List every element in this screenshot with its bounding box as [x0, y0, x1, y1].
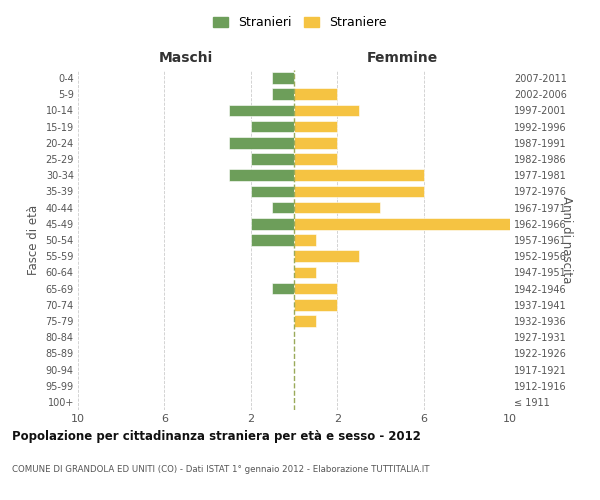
Bar	[294, 315, 316, 327]
Bar	[272, 202, 294, 213]
Bar	[251, 218, 294, 230]
Bar	[229, 170, 294, 181]
Bar	[294, 234, 316, 246]
Bar	[294, 299, 337, 310]
Bar	[294, 137, 337, 148]
Text: Femmine: Femmine	[367, 51, 437, 65]
Text: Popolazione per cittadinanza straniera per età e sesso - 2012: Popolazione per cittadinanza straniera p…	[12, 430, 421, 443]
Bar	[229, 137, 294, 148]
Text: COMUNE DI GRANDOLA ED UNITI (CO) - Dati ISTAT 1° gennaio 2012 - Elaborazione TUT: COMUNE DI GRANDOLA ED UNITI (CO) - Dati …	[12, 465, 430, 474]
Bar	[294, 153, 337, 165]
Text: Maschi: Maschi	[159, 51, 213, 65]
Bar	[294, 104, 359, 117]
Bar	[294, 250, 359, 262]
Bar	[272, 72, 294, 84]
Y-axis label: Anni di nascita: Anni di nascita	[560, 196, 572, 284]
Bar	[294, 218, 510, 230]
Bar	[272, 282, 294, 294]
Bar	[272, 88, 294, 100]
Bar	[294, 186, 424, 198]
Legend: Stranieri, Straniere: Stranieri, Straniere	[208, 11, 392, 34]
Bar	[294, 170, 424, 181]
Bar	[294, 121, 337, 132]
Bar	[294, 88, 337, 100]
Bar	[251, 186, 294, 198]
Bar	[251, 153, 294, 165]
Bar	[251, 234, 294, 246]
Bar	[251, 121, 294, 132]
Bar	[294, 266, 316, 278]
Bar	[294, 202, 380, 213]
Bar	[229, 104, 294, 117]
Y-axis label: Fasce di età: Fasce di età	[27, 205, 40, 275]
Bar	[294, 282, 337, 294]
